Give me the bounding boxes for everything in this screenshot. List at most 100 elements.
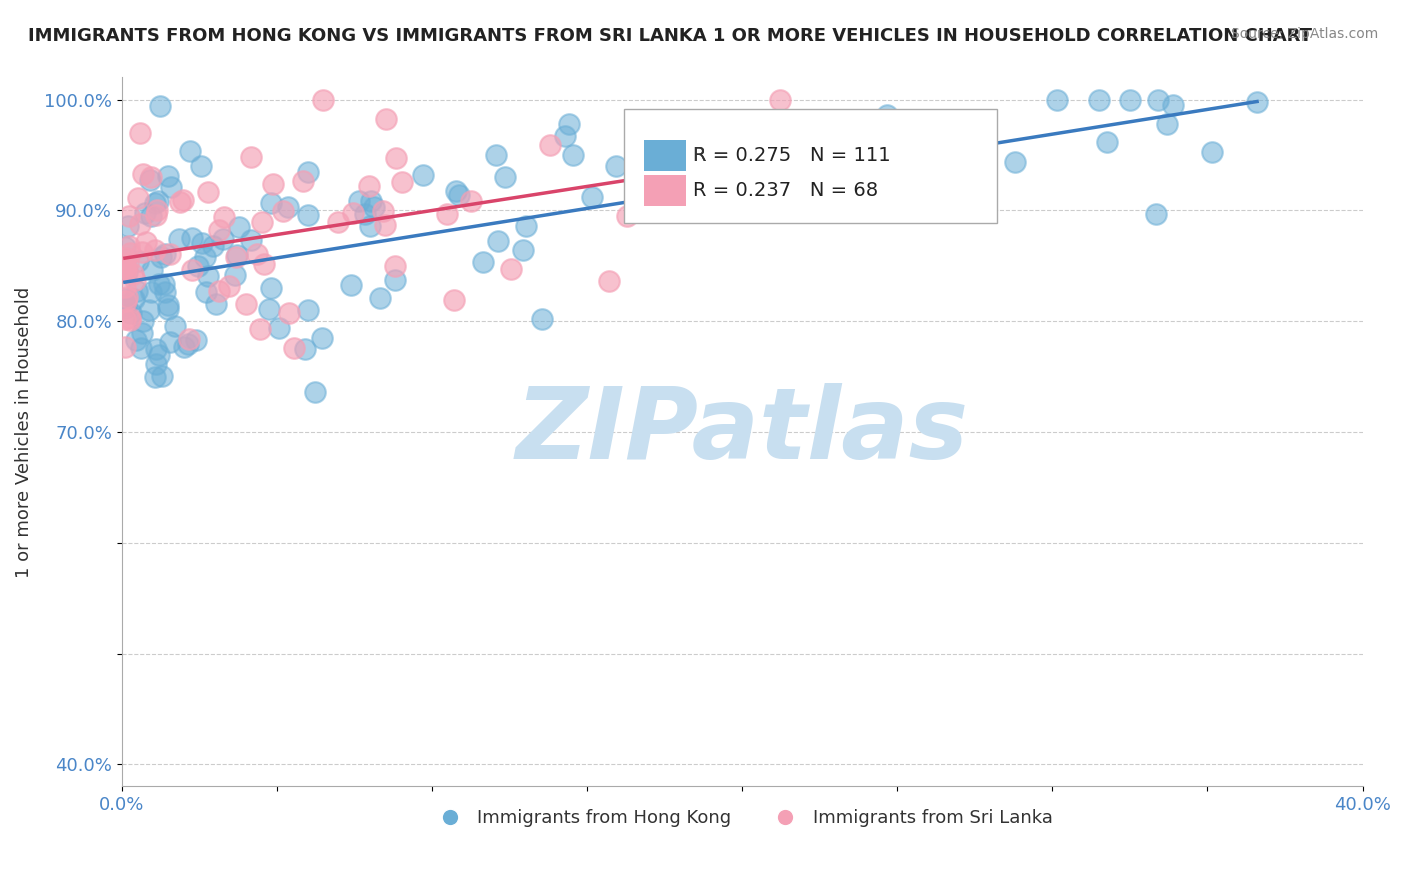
Point	[115, 301, 138, 315]
Point	[131, 167, 153, 181]
Point	[444, 184, 467, 198]
Point	[277, 200, 299, 214]
Point	[235, 296, 257, 310]
Point	[530, 312, 553, 326]
Point	[311, 331, 333, 345]
Text: R =: R =	[693, 146, 735, 165]
Point	[304, 385, 326, 400]
Point	[581, 190, 603, 204]
Point	[145, 342, 167, 356]
Point	[246, 247, 269, 261]
Point	[208, 284, 231, 298]
Point	[277, 306, 299, 320]
Point	[159, 334, 181, 349]
Point	[129, 126, 152, 140]
Point	[225, 247, 247, 261]
Point	[384, 259, 406, 273]
Point	[754, 127, 776, 141]
Text: Source: ZipAtlas.com: Source: ZipAtlas.com	[1230, 27, 1378, 41]
Text: R = 0.275   N = 111: R = 0.275 N = 111	[693, 146, 890, 165]
Point	[374, 112, 396, 127]
Point	[554, 128, 576, 143]
Point	[460, 194, 482, 209]
Point	[1088, 93, 1111, 107]
Point	[773, 120, 796, 134]
Point	[558, 117, 581, 131]
Point	[1147, 93, 1170, 107]
Point	[1046, 93, 1069, 107]
Point	[292, 174, 315, 188]
Point	[138, 303, 160, 318]
Point	[1144, 207, 1167, 221]
Point	[172, 193, 194, 207]
Point	[297, 209, 319, 223]
Point	[184, 333, 207, 347]
Point	[124, 273, 146, 287]
Point	[384, 273, 406, 287]
Point	[117, 256, 139, 270]
Point	[169, 195, 191, 210]
Legend: Immigrants from Hong Kong, Immigrants from Sri Lanka: Immigrants from Hong Kong, Immigrants fr…	[425, 802, 1060, 834]
Point	[117, 210, 139, 224]
Point	[212, 210, 235, 224]
Point	[156, 169, 179, 183]
Point	[443, 293, 465, 307]
Point	[1095, 135, 1118, 149]
Point	[131, 326, 153, 340]
Point	[340, 278, 363, 293]
Point	[249, 322, 271, 336]
FancyBboxPatch shape	[624, 110, 997, 223]
Point	[253, 257, 276, 271]
Point	[259, 196, 281, 211]
Point	[228, 219, 250, 234]
Point	[769, 93, 792, 107]
Point	[1246, 95, 1268, 110]
Point	[412, 168, 434, 182]
Point	[179, 144, 201, 158]
Point	[1156, 117, 1178, 131]
Point	[149, 99, 172, 113]
Point	[156, 298, 179, 312]
Text: R = 0.237   N = 68: R = 0.237 N = 68	[693, 181, 877, 201]
Point	[146, 203, 169, 218]
Point	[141, 169, 163, 184]
Point	[177, 336, 200, 351]
Point	[271, 204, 294, 219]
Point	[876, 108, 898, 122]
Point	[145, 208, 167, 222]
Point	[125, 333, 148, 347]
Point	[363, 200, 385, 214]
Point	[831, 175, 853, 189]
Point	[125, 284, 148, 298]
Point	[114, 258, 136, 272]
Point	[201, 239, 224, 253]
Point	[225, 250, 247, 264]
Point	[118, 312, 141, 326]
Point	[129, 341, 152, 355]
Point	[150, 369, 173, 384]
Point	[114, 240, 136, 254]
Point	[160, 180, 183, 194]
Point	[197, 185, 219, 199]
Point	[114, 280, 136, 294]
Point	[267, 321, 290, 335]
Point	[149, 250, 172, 264]
Point	[512, 243, 534, 257]
Point	[1201, 145, 1223, 159]
Point	[139, 210, 162, 224]
Point	[250, 215, 273, 229]
Point	[127, 254, 149, 268]
Point	[1118, 93, 1140, 107]
Point	[173, 340, 195, 354]
Point	[135, 235, 157, 249]
Point	[187, 259, 209, 273]
Point	[120, 306, 142, 320]
Point	[153, 285, 176, 299]
Point	[257, 302, 280, 317]
Point	[391, 175, 413, 189]
Point	[114, 260, 136, 275]
Point	[139, 172, 162, 186]
Point	[1161, 98, 1184, 112]
FancyBboxPatch shape	[644, 176, 686, 206]
FancyBboxPatch shape	[644, 140, 686, 171]
